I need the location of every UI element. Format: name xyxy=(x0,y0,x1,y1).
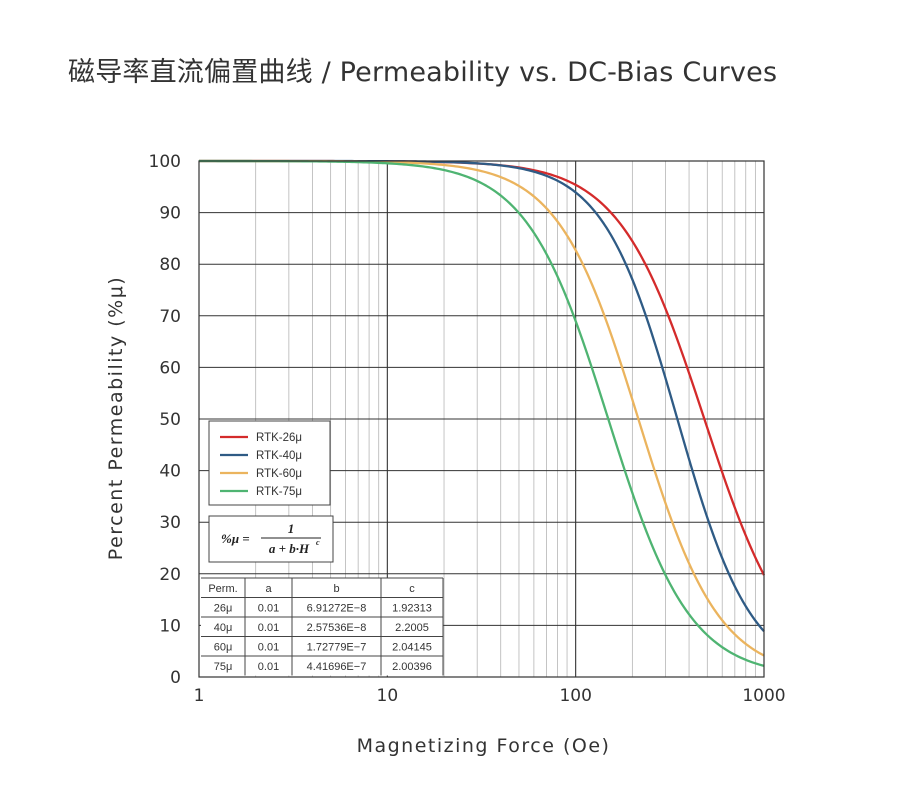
y-tick-label: 0 xyxy=(170,668,181,688)
table-cell: 2.2005 xyxy=(395,622,429,634)
y-tick-label: 20 xyxy=(159,565,181,585)
legend-box xyxy=(208,420,331,506)
x-tick-label: 1 xyxy=(194,686,205,706)
y-tick-label: 100 xyxy=(149,152,181,172)
table-cell: 75μ xyxy=(214,661,233,673)
table-cell: 6.91272E−8 xyxy=(307,603,367,615)
formula-frame xyxy=(208,515,334,563)
table-header-cell: c xyxy=(409,583,415,595)
table-cell: 60μ xyxy=(214,642,233,654)
y-axis-label: Percent Permeability (%μ) xyxy=(105,276,127,560)
table-cell: 2.57536E−8 xyxy=(307,622,367,634)
page-title: 磁导率直流偏置曲线 / Permeability vs. DC-Bias Cur… xyxy=(68,57,778,88)
x-axis-label: Magnetizing Force (Oe) xyxy=(357,735,611,757)
formula-exponent: c xyxy=(316,538,320,547)
y-tick-labels: 0 10 20 30 40 50 60 70 80 90 100 xyxy=(149,152,181,688)
legend-label: RTK-60μ xyxy=(256,468,302,480)
y-tick-label: 90 xyxy=(159,204,181,224)
y-tick-label: 40 xyxy=(159,462,181,482)
legend: RTK-26μ RTK-40μ RTK-60μ RTK-75μ xyxy=(208,420,331,506)
y-tick-label: 80 xyxy=(159,255,181,275)
x-tick-label: 1000 xyxy=(742,686,785,706)
table-header-cell: Perm. xyxy=(208,583,237,595)
table-cell: 1.72779E−7 xyxy=(307,642,367,654)
table-cell: 0.01 xyxy=(258,642,279,654)
parameter-table: Perm. a b c 26μ 0.01 6.91272E−8 1.92313 40μ 0.01 2… xyxy=(201,577,444,676)
table-cell: 40μ xyxy=(214,622,233,634)
y-tick-label: 50 xyxy=(159,410,181,430)
y-tick-label: 10 xyxy=(159,616,181,636)
table-background xyxy=(201,578,443,676)
table-header-cell: a xyxy=(265,583,272,595)
legend-label: RTK-40μ xyxy=(256,450,302,462)
legend-label: RTK-26μ xyxy=(256,432,302,444)
table-cell: 0.01 xyxy=(258,661,279,673)
table-cell: 0.01 xyxy=(258,603,279,615)
table-header-cell: b xyxy=(333,583,339,595)
table-cell: 2.00396 xyxy=(392,661,432,673)
x-tick-label: 10 xyxy=(377,686,399,706)
formula-numerator: 1 xyxy=(288,521,295,536)
formula-box: %μ = 1 a + b·H c xyxy=(208,515,334,563)
series-line-1 xyxy=(199,159,766,576)
y-tick-label: 60 xyxy=(159,358,181,378)
table-cell: 1.92313 xyxy=(392,603,432,615)
plot-border xyxy=(198,160,765,678)
formula-denominator: a + b·H xyxy=(269,541,310,556)
y-tick-label: 30 xyxy=(159,513,181,533)
table-cell: 2.04145 xyxy=(392,642,432,654)
table-cell: 0.01 xyxy=(258,622,279,634)
y-tick-label: 70 xyxy=(159,307,181,327)
formula-lhs: %μ = xyxy=(221,531,250,546)
x-tick-labels: 1 10 100 1000 xyxy=(194,686,786,706)
legend-label: RTK-75μ xyxy=(256,486,302,498)
x-tick-label: 100 xyxy=(559,686,591,706)
table-cell: 26μ xyxy=(214,603,233,615)
table-cell: 4.41696E−7 xyxy=(307,661,367,673)
